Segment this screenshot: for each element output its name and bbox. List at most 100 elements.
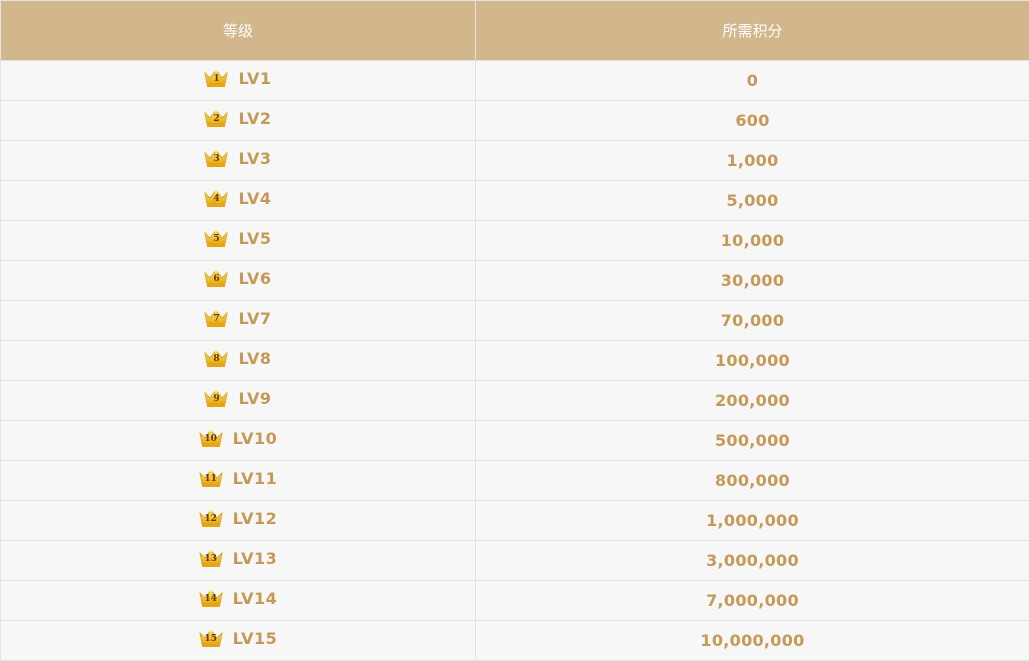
level-cell: 6 LV6 (1, 261, 476, 301)
table-row: 2 LV2 600 (1, 101, 1029, 141)
level-label: LV5 (238, 229, 271, 248)
crown-badge-number: 8 (204, 355, 228, 364)
crown-icon: 1 (204, 69, 228, 88)
level-wrapper: 5 LV5 (204, 229, 271, 248)
table-row: 6 LV6 30,000 (1, 261, 1029, 301)
table-row: 11 LV11 800,000 (1, 461, 1029, 501)
crown-badge-number: 13 (199, 555, 223, 564)
crown-icon: 6 (204, 269, 228, 288)
table-header: 等级 所需积分 (1, 1, 1029, 61)
level-label: LV2 (238, 109, 271, 128)
level-label: LV9 (238, 389, 271, 408)
points-cell: 30,000 (476, 261, 1029, 301)
crown-badge-number: 4 (204, 195, 228, 204)
crown-icon: 12 (199, 509, 223, 528)
crown-icon: 9 (204, 389, 228, 408)
points-cell: 0 (476, 61, 1029, 101)
crown-icon: 4 (204, 189, 228, 208)
table-row: 9 LV9 200,000 (1, 381, 1029, 421)
level-wrapper: 11 LV11 (199, 469, 278, 488)
crown-icon: 13 (199, 549, 223, 568)
crown-icon: 11 (199, 469, 223, 488)
table-row: 12 LV12 1,000,000 (1, 501, 1029, 541)
level-label: LV3 (238, 149, 271, 168)
level-wrapper: 7 LV7 (204, 309, 271, 328)
level-cell: 8 LV8 (1, 341, 476, 381)
points-cell: 7,000,000 (476, 581, 1029, 621)
points-cell: 3,000,000 (476, 541, 1029, 581)
crown-badge-number: 11 (199, 475, 223, 484)
level-label: LV8 (238, 349, 271, 368)
points-cell: 10,000 (476, 221, 1029, 261)
crown-badge-number: 6 (204, 275, 228, 284)
table-row: 7 LV7 70,000 (1, 301, 1029, 341)
level-cell: 9 LV9 (1, 381, 476, 421)
points-cell: 800,000 (476, 461, 1029, 501)
level-wrapper: 14 LV14 (199, 589, 278, 608)
crown-badge-number: 15 (199, 635, 223, 644)
points-cell: 500,000 (476, 421, 1029, 461)
crown-icon: 2 (204, 109, 228, 128)
level-label: LV14 (233, 589, 278, 608)
crown-icon: 5 (204, 229, 228, 248)
crown-icon: 14 (199, 589, 223, 608)
crown-icon: 7 (204, 309, 228, 328)
level-wrapper: 9 LV9 (204, 389, 271, 408)
level-cell: 1 LV1 (1, 61, 476, 101)
level-cell: 12 LV12 (1, 501, 476, 541)
crown-icon: 10 (199, 429, 223, 448)
level-cell: 10 LV10 (1, 421, 476, 461)
points-cell: 70,000 (476, 301, 1029, 341)
level-cell: 15 LV15 (1, 621, 476, 661)
table-row: 8 LV8 100,000 (1, 341, 1029, 381)
level-label: LV12 (233, 509, 278, 528)
level-wrapper: 1 LV1 (204, 69, 271, 88)
points-cell: 600 (476, 101, 1029, 141)
points-cell: 5,000 (476, 181, 1029, 221)
crown-badge-number: 2 (204, 115, 228, 124)
level-label: LV7 (238, 309, 271, 328)
crown-icon: 15 (199, 629, 223, 648)
points-cell: 100,000 (476, 341, 1029, 381)
crown-badge-number: 10 (199, 435, 223, 444)
level-wrapper: 2 LV2 (204, 109, 271, 128)
crown-badge-number: 14 (199, 595, 223, 604)
crown-badge-number: 9 (204, 395, 228, 404)
crown-badge-number: 1 (204, 75, 228, 84)
points-cell: 1,000,000 (476, 501, 1029, 541)
level-label: LV15 (233, 629, 278, 648)
crown-badge-number: 7 (204, 315, 228, 324)
crown-icon: 8 (204, 349, 228, 368)
level-wrapper: 6 LV6 (204, 269, 271, 288)
header-level: 等级 (1, 1, 476, 61)
level-label: LV11 (233, 469, 278, 488)
level-cell: 5 LV5 (1, 221, 476, 261)
level-label: LV1 (238, 69, 271, 88)
level-wrapper: 8 LV8 (204, 349, 271, 368)
level-wrapper: 10 LV10 (199, 429, 278, 448)
points-cell: 1,000 (476, 141, 1029, 181)
header-points: 所需积分 (476, 1, 1029, 61)
level-wrapper: 15 LV15 (199, 629, 278, 648)
crown-badge-number: 12 (199, 515, 223, 524)
table-row: 1 LV1 0 (1, 61, 1029, 101)
table-row: 5 LV5 10,000 (1, 221, 1029, 261)
points-cell: 200,000 (476, 381, 1029, 421)
header-row: 等级 所需积分 (1, 1, 1029, 61)
crown-badge-number: 5 (204, 235, 228, 244)
table-row: 14 LV14 7,000,000 (1, 581, 1029, 621)
level-cell: 11 LV11 (1, 461, 476, 501)
level-label: LV6 (238, 269, 271, 288)
level-label: LV10 (233, 429, 278, 448)
